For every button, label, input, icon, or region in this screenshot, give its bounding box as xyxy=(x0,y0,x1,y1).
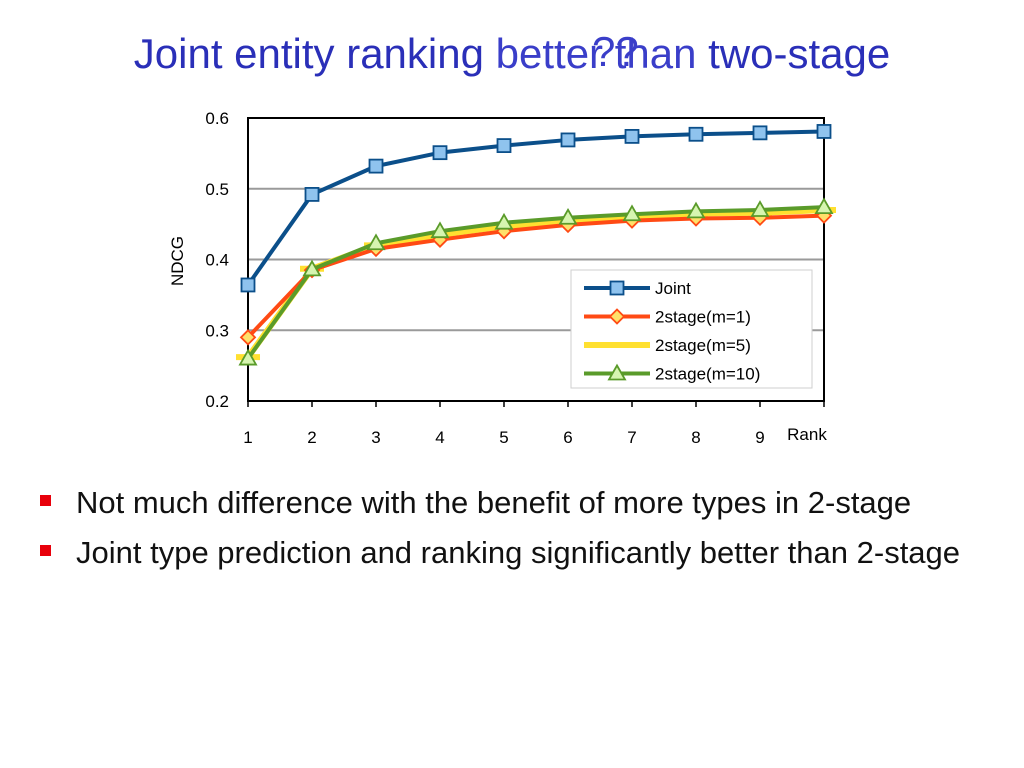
data-point xyxy=(430,221,450,239)
series-line xyxy=(246,205,825,360)
data-point xyxy=(688,126,704,142)
bullet-text: Joint type prediction and ranking signif… xyxy=(76,535,961,570)
x-tick-label: 6 xyxy=(563,428,572,447)
data-point xyxy=(624,128,640,144)
y-tick-label: 0.2 xyxy=(205,392,229,411)
x-tick-label: 9 xyxy=(755,428,764,447)
y-tick-label: 0.4 xyxy=(205,251,229,270)
bullet-text: Not much difference with the benefit of … xyxy=(76,485,912,520)
series-line xyxy=(246,213,825,339)
legend-label: 2stage(m=5) xyxy=(655,336,751,355)
data-point xyxy=(432,145,448,161)
x-tick-label: 2 xyxy=(307,428,316,447)
data-point xyxy=(496,138,512,153)
ndcg-line-chart: 0.2 0.3 0.4 0.5 0.6 1 2 3 4 5 6 7 8 9 Rank NDCG Joint 2st… xyxy=(168,109,836,447)
y-axis-label: NDCG xyxy=(168,236,187,286)
data-point xyxy=(608,308,626,325)
data-point xyxy=(239,329,257,346)
bullet-item: Joint type prediction and ranking signif… xyxy=(40,533,1000,573)
title-better-than: better than xyxy=(495,30,697,77)
x-tick-label: 7 xyxy=(627,428,636,447)
bullet-marker-icon xyxy=(40,495,51,506)
x-tick-label: 8 xyxy=(691,428,700,447)
data-point xyxy=(607,363,627,381)
y-tick-label: 0.6 xyxy=(205,109,229,128)
data-point xyxy=(302,259,322,277)
data-point xyxy=(560,132,576,148)
y-tick-label: 0.5 xyxy=(205,180,229,199)
bullet-item: Not much difference with the benefit of … xyxy=(40,483,1000,523)
data-point xyxy=(750,200,770,217)
legend-label: 2stage(m=1) xyxy=(655,308,751,327)
data-point xyxy=(814,197,834,215)
plot-area-border xyxy=(247,117,825,402)
title-two-stage: two-stage xyxy=(708,30,891,77)
title-joint-entity-ranking: Joint entity ranking xyxy=(133,30,484,77)
bullet-list: Not much difference with the benefit of … xyxy=(40,483,1000,583)
bullet-marker-icon xyxy=(40,545,51,556)
data-point xyxy=(686,201,706,219)
data-point xyxy=(752,125,768,141)
data-point xyxy=(240,277,256,293)
data-point xyxy=(816,124,832,139)
x-axis-label: Rank xyxy=(787,425,827,444)
legend-label: Joint xyxy=(655,279,691,298)
data-point xyxy=(622,204,642,222)
x-tick-label: 1 xyxy=(243,428,252,447)
x-tick-label: 3 xyxy=(371,428,380,447)
x-tick-label: 4 xyxy=(435,428,444,447)
y-tick-label: 0.3 xyxy=(205,321,229,340)
slide-title: Joint entity ranking better than two-sta… xyxy=(0,28,1024,80)
data-point xyxy=(368,158,384,174)
data-point xyxy=(609,280,625,296)
x-tick-label: 5 xyxy=(499,428,508,447)
data-point xyxy=(494,212,514,230)
data-point xyxy=(558,207,578,225)
data-point xyxy=(304,187,320,202)
data-point xyxy=(366,233,386,251)
series-line xyxy=(246,129,825,287)
legend-label: 2stage(m=10) xyxy=(655,365,760,384)
title-question-marks: ?? xyxy=(592,28,639,75)
data-point xyxy=(238,348,258,366)
